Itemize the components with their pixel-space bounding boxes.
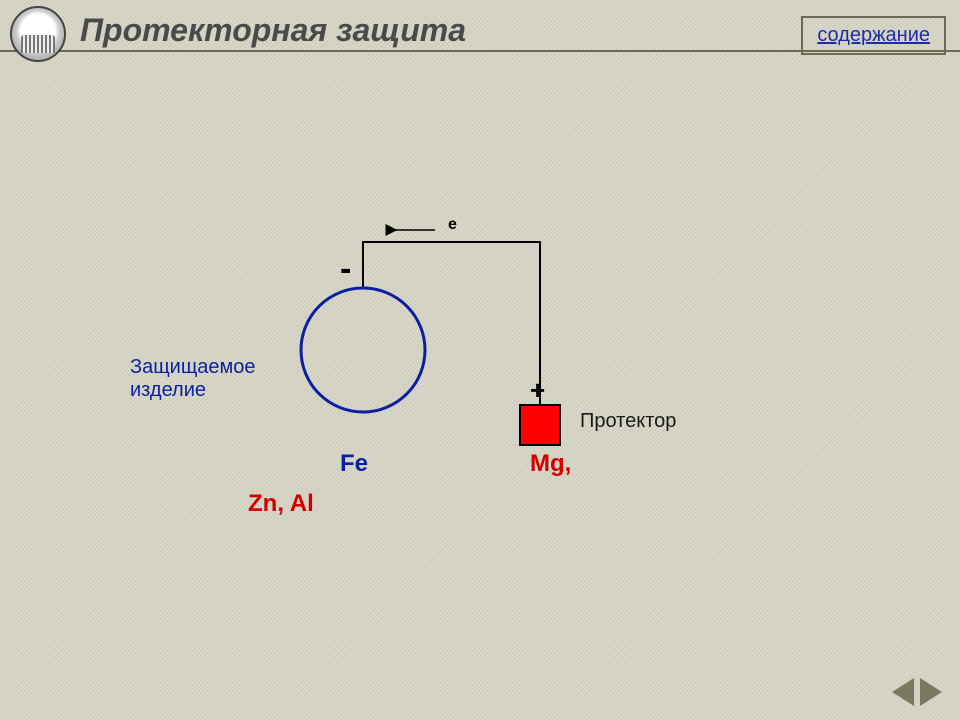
element-mg-label: Mg, bbox=[530, 450, 571, 478]
protected-label: Защищаемоеизделие bbox=[130, 356, 256, 402]
minus-sign: - bbox=[340, 250, 351, 289]
protector-label: Протектор bbox=[580, 410, 676, 433]
plus-sign: + bbox=[530, 375, 545, 406]
element-znal-label: Zn, Al bbox=[248, 490, 314, 518]
element-fe-label: Fe bbox=[340, 450, 368, 478]
prev-slide-button[interactable] bbox=[892, 678, 914, 706]
nav-controls bbox=[892, 678, 942, 706]
next-slide-button[interactable] bbox=[920, 678, 942, 706]
electron-label: e bbox=[448, 216, 457, 234]
